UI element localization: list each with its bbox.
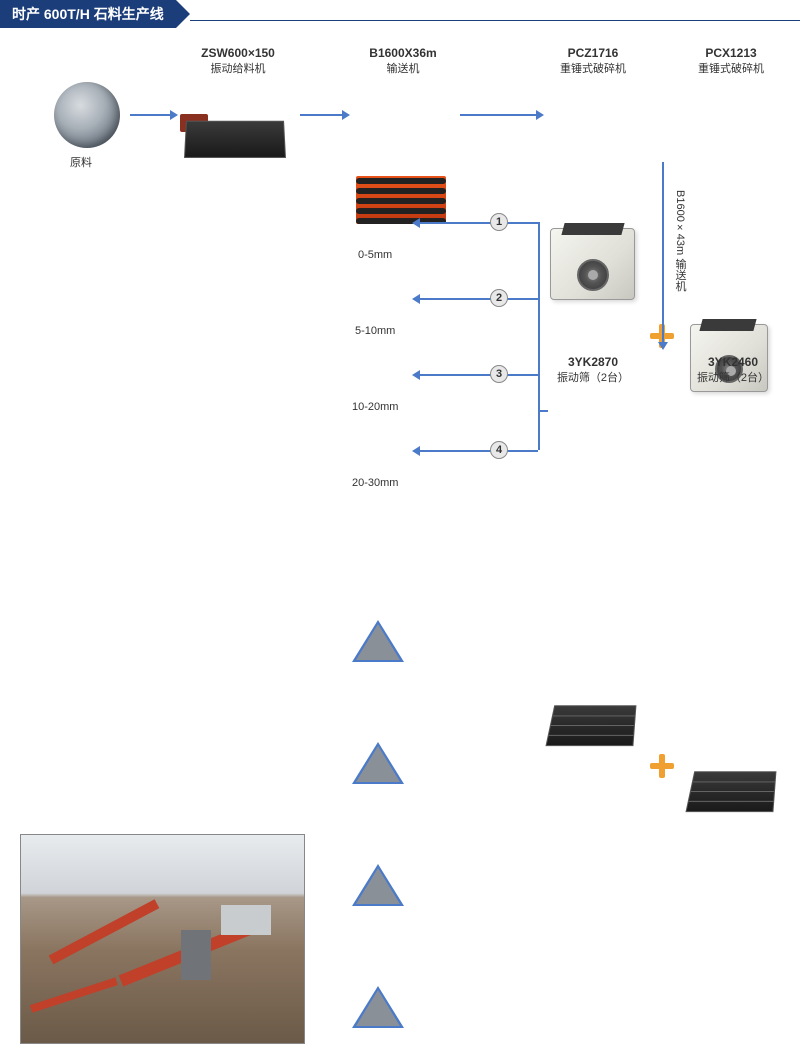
- page-title: 时产 600T/H 石料生产线: [0, 0, 176, 28]
- feeder-icon: [180, 114, 290, 174]
- output-size-1: 0-5mm: [358, 248, 392, 262]
- header-bar: 时产 600T/H 石料生产线: [0, 0, 800, 28]
- crusher2-label: PCX1213 重锤式破碎机: [686, 46, 776, 76]
- conveyor1-icon: [354, 170, 449, 230]
- screen1-model: 3YK2870: [548, 355, 638, 371]
- output-pile-3: [352, 864, 404, 910]
- arrow-2: [300, 114, 344, 116]
- crusher1-model: PCZ1716: [548, 46, 638, 62]
- feeder-name: 振动给料机: [188, 62, 288, 76]
- crusher1-icon: [550, 228, 635, 300]
- output-badge-2: 2: [490, 289, 508, 307]
- output-pile-2: [352, 742, 404, 788]
- crusher2-name: 重锤式破碎机: [686, 62, 776, 76]
- arrow-4: [662, 162, 664, 344]
- output-badge-1: 1: [490, 213, 508, 231]
- arrow-3: [460, 114, 538, 116]
- crusher1-name: 重锤式破碎机: [548, 62, 638, 76]
- conveyor2-label: B1600×43m 输送机: [672, 190, 688, 291]
- screen1-label: 3YK2870 振动筛（2台）: [548, 355, 638, 385]
- output-size-4: 20-30mm: [352, 476, 398, 490]
- arrow-out-2: [418, 298, 538, 300]
- output-badge-3: 3: [490, 365, 508, 383]
- screen2-name: 振动筛（2台）: [688, 371, 778, 385]
- conveyor1-name: 输送机: [358, 62, 448, 76]
- screen2-model: 3YK2460: [688, 355, 778, 371]
- output-size-2: 5-10mm: [355, 324, 395, 338]
- site-photo: [20, 834, 305, 1044]
- arrow-out-1: [418, 222, 538, 224]
- output-size-3: 10-20mm: [352, 400, 398, 414]
- screen2-label: 3YK2460 振动筛（2台）: [688, 355, 778, 385]
- conveyor1-label: B1600X36m 输送机: [358, 46, 448, 76]
- conveyor1-model: B1600X36m: [358, 46, 448, 62]
- output-pile-4: [352, 986, 404, 1032]
- crusher2-model: PCX1213: [686, 46, 776, 62]
- feeder-label: ZSW600×150 振动给料机: [188, 46, 288, 76]
- screen2-icon: [685, 771, 776, 812]
- feeder-model: ZSW600×150: [188, 46, 288, 62]
- screen1-name: 振动筛（2台）: [548, 371, 638, 385]
- header-line: [190, 20, 800, 21]
- crusher1-label: PCZ1716 重锤式破碎机: [548, 46, 638, 76]
- arrow-out-3: [418, 374, 538, 376]
- arrow-out-4: [418, 450, 538, 452]
- connector-vertical: [538, 222, 540, 450]
- header-triangle: [176, 0, 190, 28]
- screen1-icon: [545, 705, 636, 746]
- output-badge-4: 4: [490, 441, 508, 459]
- raw-material-icon: [54, 82, 120, 148]
- output-pile-1: [352, 620, 404, 666]
- plus-icon-2: [650, 754, 674, 778]
- arrow-1: [130, 114, 172, 116]
- connector-h: [538, 410, 548, 412]
- raw-material-label: 原料: [70, 156, 92, 170]
